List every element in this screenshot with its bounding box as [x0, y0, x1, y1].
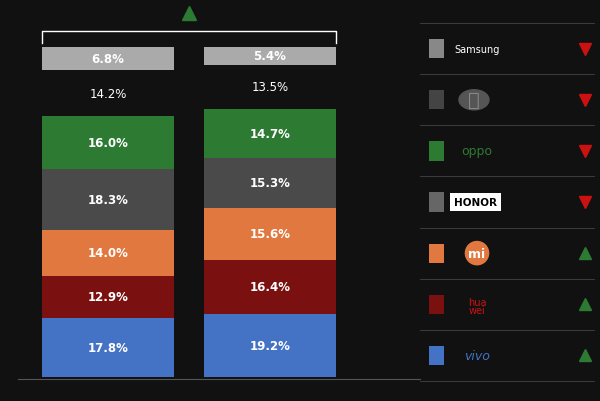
Bar: [42, 318, 174, 377]
Bar: [204, 158, 336, 209]
Bar: [42, 71, 174, 117]
Bar: [429, 244, 444, 263]
Text: 6.8%: 6.8%: [92, 53, 124, 66]
Bar: [429, 142, 444, 161]
Bar: [204, 209, 336, 260]
Bar: [42, 117, 174, 170]
Bar: [42, 230, 174, 276]
Text: mi: mi: [469, 247, 485, 260]
Text: vivo: vivo: [464, 349, 490, 362]
Text: 5.4%: 5.4%: [254, 50, 286, 63]
Bar: [429, 40, 444, 59]
Text: 17.8%: 17.8%: [88, 341, 128, 354]
Bar: [204, 314, 336, 377]
Text: 12.9%: 12.9%: [88, 291, 128, 304]
Bar: [429, 346, 444, 365]
Bar: [429, 193, 444, 212]
Text: : : [468, 91, 480, 110]
Bar: [42, 276, 174, 318]
Text: 18.3%: 18.3%: [88, 193, 128, 207]
Text: 16.4%: 16.4%: [250, 280, 290, 293]
Text: 15.6%: 15.6%: [250, 228, 290, 241]
Text: 16.0%: 16.0%: [88, 137, 128, 150]
Bar: [204, 65, 336, 110]
Bar: [204, 260, 336, 314]
Bar: [429, 295, 444, 314]
Text: 14.0%: 14.0%: [88, 247, 128, 259]
Bar: [204, 110, 336, 158]
FancyBboxPatch shape: [450, 194, 501, 211]
Bar: [429, 91, 444, 110]
Text: wei: wei: [469, 306, 485, 316]
Text: 14.7%: 14.7%: [250, 128, 290, 141]
Text: 15.3%: 15.3%: [250, 177, 290, 190]
Text: 13.5%: 13.5%: [251, 81, 289, 94]
Text: HONOR: HONOR: [454, 198, 497, 207]
Text: 19.2%: 19.2%: [250, 339, 290, 352]
Bar: [204, 48, 336, 65]
Bar: [42, 48, 174, 71]
Text: 14.2%: 14.2%: [89, 87, 127, 100]
Bar: [42, 170, 174, 230]
Text: oppo: oppo: [461, 145, 493, 158]
Circle shape: [459, 91, 489, 111]
Text: Samsung: Samsung: [454, 45, 500, 55]
Text: hua: hua: [468, 298, 486, 308]
